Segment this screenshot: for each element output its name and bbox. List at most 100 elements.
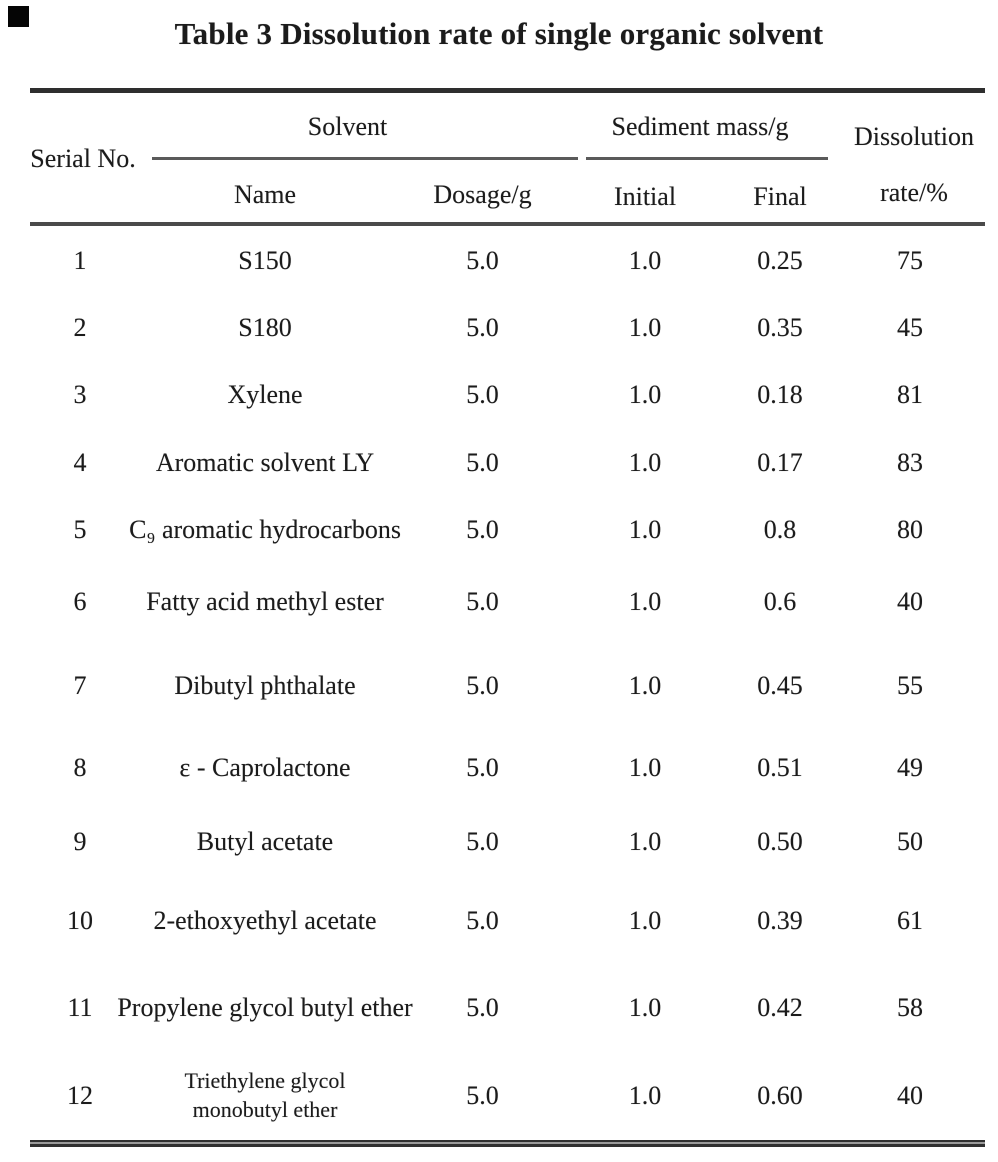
col-group-header-sediment: Sediment mass/g	[611, 112, 789, 141]
table-caption: Table 3 Dissolution rate of single organ…	[174, 16, 824, 51]
final-mass-cell: 0.42	[757, 992, 803, 1022]
dosage-cell: 5.0	[466, 1080, 499, 1110]
serial-no-cell: 9	[73, 827, 87, 857]
dosage-cell: 5.0	[466, 246, 499, 276]
initial-mass-cell: 1.0	[628, 246, 662, 276]
dosage-cell: 5.0	[466, 671, 499, 701]
table-row: 2 S180 5.0 1.0 0.35 45	[30, 296, 985, 360]
dissolution-rate-cell: 61	[897, 906, 923, 936]
table-row: 11 Propylene glycol butyl ether 5.0 1.0 …	[30, 964, 985, 1051]
solvent-name-cell: Triethylene glycol monobutyl ether	[184, 1067, 346, 1122]
final-mass-cell: 0.39	[757, 906, 803, 936]
table-row: 10 2-ethoxyethyl acetate 5.0 1.0 0.39 61	[30, 878, 985, 964]
dissolution-rate-cell: 55	[897, 671, 923, 701]
dissolution-rate-cell: 45	[897, 313, 923, 343]
header-bottom-rule	[30, 222, 985, 226]
col-group-header-solvent: Solvent	[307, 112, 388, 141]
table-row: 7 Dibutyl phthalate 5.0 1.0 0.45 55	[30, 642, 985, 730]
serial-no-cell: 7	[73, 671, 87, 701]
sediment-group-underline	[586, 157, 828, 160]
table-row: 12 Triethylene glycol monobutyl ether 5.…	[30, 1051, 985, 1140]
solvent-name-cell: Dibutyl phthalate	[174, 671, 356, 701]
serial-no-cell: 2	[73, 313, 87, 343]
table-row: 1 S150 5.0 1.0 0.25 75	[30, 226, 985, 296]
final-mass-cell: 0.25	[757, 246, 803, 276]
initial-mass-cell: 1.0	[628, 992, 662, 1022]
serial-no-cell: 5	[73, 514, 87, 544]
table-row: 9 Butyl acetate 5.0 1.0 0.50 50	[30, 806, 985, 878]
table-row: 6 Fatty acid methyl ester 5.0 1.0 0.6 40	[30, 562, 985, 642]
initial-mass-cell: 1.0	[628, 448, 662, 478]
dosage-cell: 5.0	[466, 379, 499, 409]
final-mass-cell: 0.35	[757, 313, 803, 343]
solvent-name-cell: Aromatic solvent LY	[155, 448, 375, 478]
dosage-cell: 5.0	[466, 992, 499, 1022]
col-header-serial-no: Serial No.	[30, 144, 136, 173]
final-mass-cell: 0.6	[763, 587, 797, 617]
serial-no-cell: 11	[67, 992, 93, 1022]
solvent-group-underline	[152, 157, 578, 160]
final-mass-cell: 0.17	[757, 448, 803, 478]
col-header-dosage: Dosage/g	[433, 180, 532, 209]
dissolution-rate-cell: 83	[897, 448, 923, 478]
serial-no-cell: 12	[67, 1080, 93, 1110]
dissolution-rate-cell: 50	[897, 827, 923, 857]
initial-mass-cell: 1.0	[628, 906, 662, 936]
final-mass-cell: 0.18	[757, 379, 803, 409]
solvent-name-cell: C₉ aromatic hydrocarbons	[129, 514, 401, 544]
dissolution-rate-cell: 49	[897, 753, 923, 783]
serial-no-cell: 8	[73, 753, 87, 783]
col-header-name: Name	[233, 180, 297, 209]
initial-mass-cell: 1.0	[628, 753, 662, 783]
serial-no-cell: 4	[73, 448, 87, 478]
dissolution-rate-cell: 75	[897, 246, 923, 276]
col-header-initial: Initial	[613, 182, 677, 211]
serial-no-cell: 6	[73, 587, 87, 617]
table-row: 8 ε - Caprolactone 5.0 1.0 0.51 49	[30, 730, 985, 806]
dosage-cell: 5.0	[466, 906, 499, 936]
table-row: 3 Xylene 5.0 1.0 0.18 81	[30, 360, 985, 429]
serial-no-cell: 3	[73, 379, 87, 409]
serial-no-cell: 10	[67, 906, 93, 936]
initial-mass-cell: 1.0	[628, 514, 662, 544]
scan-artifact-square	[8, 6, 29, 27]
col-header-final: Final	[753, 182, 807, 211]
initial-mass-cell: 1.0	[628, 379, 662, 409]
dissolution-rate-cell: 80	[897, 514, 923, 544]
solvent-name-cell: 2-ethoxyethyl acetate	[153, 906, 377, 936]
final-mass-cell: 0.8	[763, 514, 797, 544]
table-row: 5 C₉ aromatic hydrocarbons 5.0 1.0 0.8 8…	[30, 497, 985, 562]
dissolution-rate-cell: 40	[897, 1080, 923, 1110]
table-top-rule	[30, 88, 985, 93]
dosage-cell: 5.0	[466, 313, 499, 343]
dosage-cell: 5.0	[466, 448, 499, 478]
dissolution-rate-cell: 40	[897, 587, 923, 617]
dosage-cell: 5.0	[466, 827, 499, 857]
table-body: 1 S150 5.0 1.0 0.25 75 2 S180 5.0 1.0 0.…	[30, 226, 985, 1140]
table-bottom-rule	[30, 1140, 985, 1147]
initial-mass-cell: 1.0	[628, 587, 662, 617]
solvent-name-cell: S180	[238, 313, 292, 343]
dissolution-rate-cell: 81	[897, 379, 923, 409]
solvent-name-cell: Xylene	[227, 379, 303, 409]
dissolution-rate-cell: 58	[897, 992, 923, 1022]
dosage-cell: 5.0	[466, 753, 499, 783]
final-mass-cell: 0.45	[757, 671, 803, 701]
solvent-name-cell: Butyl acetate	[196, 827, 334, 857]
initial-mass-cell: 1.0	[628, 313, 662, 343]
dosage-cell: 5.0	[466, 587, 499, 617]
final-mass-cell: 0.50	[757, 827, 803, 857]
initial-mass-cell: 1.0	[628, 1080, 662, 1110]
final-mass-cell: 0.60	[757, 1080, 803, 1110]
solvent-name-cell: Propylene glycol butyl ether	[117, 992, 413, 1022]
initial-mass-cell: 1.0	[628, 827, 662, 857]
col-header-dissolution: Dissolution	[854, 122, 974, 151]
dosage-cell: 5.0	[466, 514, 499, 544]
initial-mass-cell: 1.0	[628, 671, 662, 701]
final-mass-cell: 0.51	[757, 753, 803, 783]
solvent-name-cell: ε - Caprolactone	[179, 753, 351, 783]
col-header-rate-percent: rate/%	[880, 178, 948, 207]
table-row: 4 Aromatic solvent LY 5.0 1.0 0.17 83	[30, 429, 985, 497]
serial-no-cell: 1	[73, 246, 87, 276]
